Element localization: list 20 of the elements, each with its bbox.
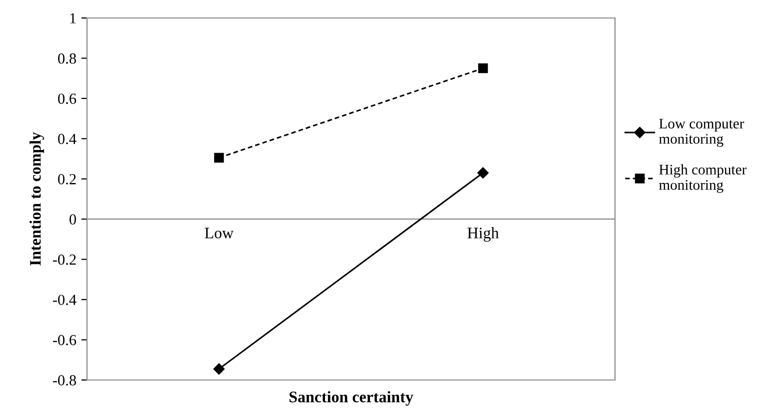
y-tick-label: -0.4 <box>52 294 76 306</box>
y-tick-label: 0 <box>70 214 76 225</box>
y-tick-label: 0.4 <box>58 134 76 144</box>
y-tick-label: 0.8 <box>58 53 76 64</box>
y-axis-title: Intention to comply <box>30 132 44 266</box>
y-tick-label: 0.6 <box>58 94 76 104</box>
point <box>478 63 488 74</box>
legend-label: Low computer monitoring <box>659 118 744 147</box>
x-axis-title: Sanction certainty <box>290 391 414 406</box>
y-tick-label: 0.2 <box>58 174 76 184</box>
legend-label: High computer monitoring <box>659 164 747 193</box>
y-tick-label: -0.2 <box>52 254 76 265</box>
x-tick-label: Low <box>204 228 234 238</box>
point <box>214 152 224 163</box>
point <box>477 167 489 178</box>
x-tick-label: High <box>467 227 499 242</box>
point <box>213 363 225 375</box>
y-tick-label: -0.6 <box>52 334 76 346</box>
y-tick-label: 1 <box>70 13 76 24</box>
y-tick-label: -0.8 <box>52 375 76 386</box>
